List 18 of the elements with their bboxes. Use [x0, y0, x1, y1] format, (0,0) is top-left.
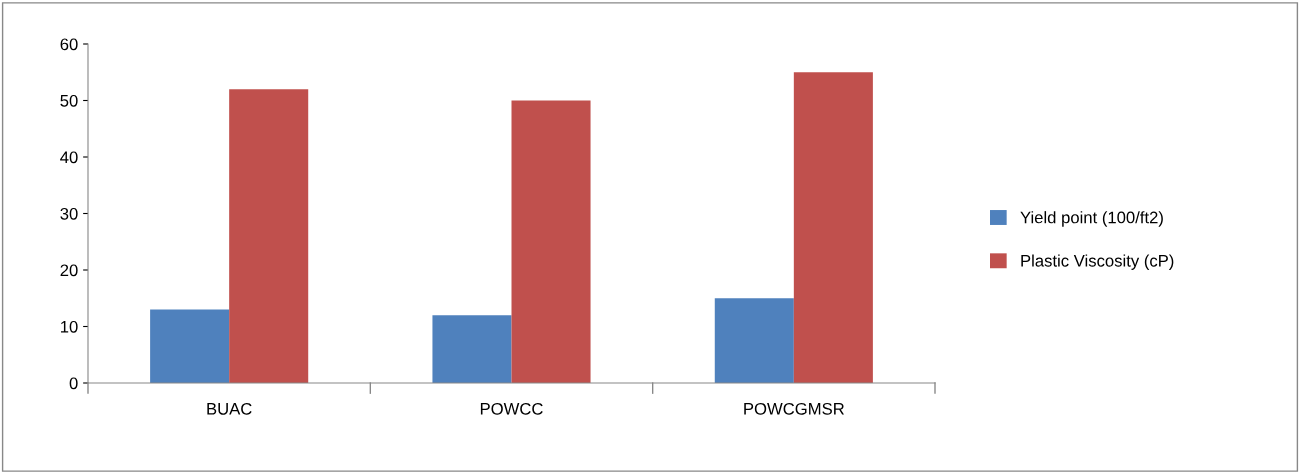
bar	[793, 72, 873, 383]
bar	[714, 298, 794, 383]
x-tick-label: POWCGMSR	[744, 402, 844, 415]
y-tick-label: 40	[60, 151, 78, 164]
x-tick-label: BUAC	[207, 402, 252, 415]
y-tick-label: 10	[61, 320, 78, 333]
y-tick-label: 50	[60, 94, 78, 107]
bar	[511, 100, 591, 383]
y-tick-label: 20	[60, 264, 78, 277]
bar	[150, 309, 230, 383]
y-tick-label: 0	[69, 377, 78, 390]
legend-label: Plastic Viscosity (cP)	[1021, 254, 1174, 270]
legend-label: Yield point (100/ft2)	[1020, 211, 1163, 227]
bar	[229, 89, 309, 383]
bar	[432, 315, 512, 383]
y-tick-label: 60	[60, 38, 78, 51]
x-tick-label: POWCC	[480, 402, 543, 415]
y-tick-label: 30	[60, 207, 78, 220]
